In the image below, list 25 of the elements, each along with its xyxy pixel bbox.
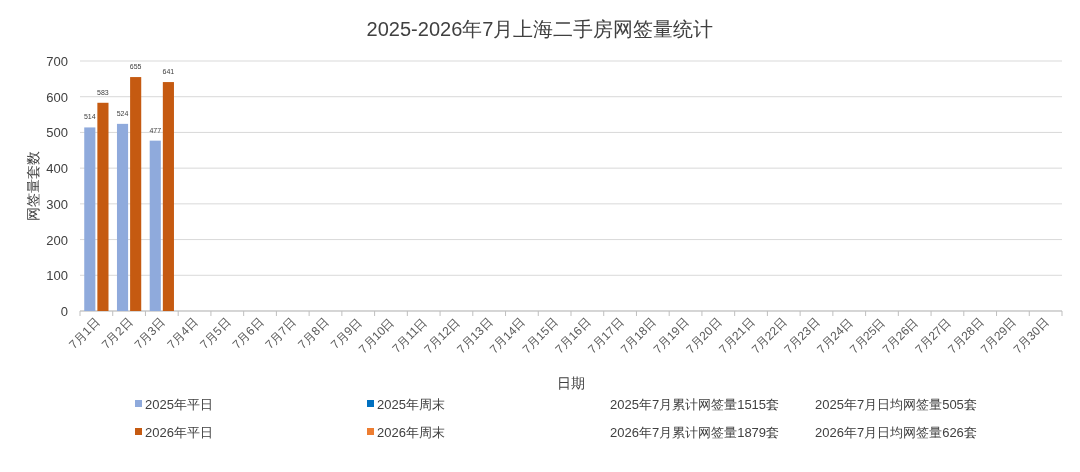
y-axis-title: 网签量套数 [25, 151, 41, 221]
text: 2026年7月日均网签量626套 [815, 425, 977, 440]
y-tick-label: 200 [46, 232, 68, 248]
text: 2026年7月累计网签量1879套 [610, 425, 780, 440]
legend-label: 2026年平日 [145, 425, 213, 440]
legend-label: 2025年周末 [377, 397, 445, 412]
y-tick-label: 600 [46, 89, 68, 105]
bar [116, 123, 129, 311]
bar [162, 82, 174, 311]
bar [130, 77, 142, 311]
x-axis-title: 日期 [557, 375, 585, 391]
chart-title: 2025-2026年7月上海二手房网签量统计 [366, 18, 714, 40]
y-tick-label: 700 [46, 54, 68, 69]
text: 2025年7月日均网签量505套 [815, 397, 977, 412]
legend-label: 2026年周末 [377, 425, 445, 440]
bar [97, 102, 109, 311]
text: 2025年7月累计网签量1515套 [610, 397, 780, 412]
y-tick-label: 300 [46, 196, 68, 212]
y-tick-label: 400 [46, 161, 68, 177]
y-tick-label: 0 [60, 304, 68, 319]
bar [84, 127, 96, 311]
y-tick-label: 500 [46, 125, 68, 141]
legend-label: 2025年平日 [145, 397, 213, 412]
y-tick-label: 100 [46, 268, 68, 284]
bar [149, 140, 161, 311]
